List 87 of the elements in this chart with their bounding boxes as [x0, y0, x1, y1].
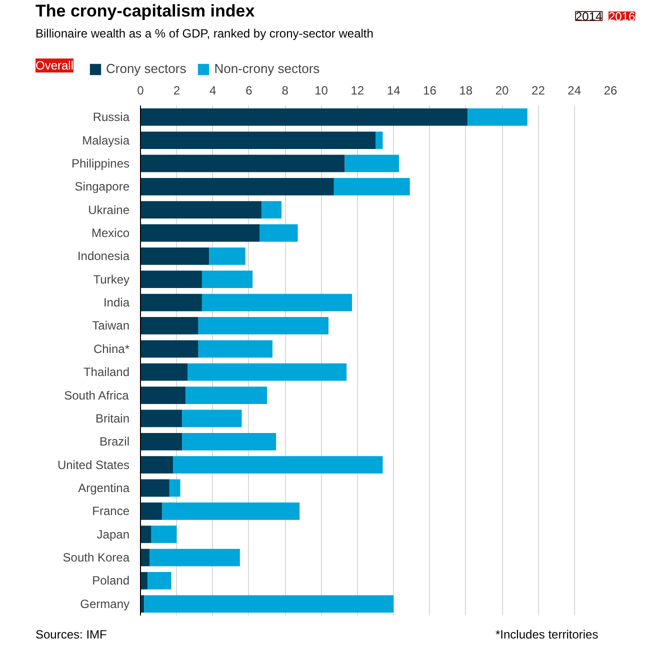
x-tick-label: 16 [423, 84, 437, 98]
x-tick-label: 18 [459, 84, 473, 98]
x-tick-label: 14 [386, 84, 401, 98]
bar [140, 386, 186, 404]
bar [140, 456, 174, 474]
bar [140, 572, 148, 590]
bar [209, 247, 246, 265]
text: *Includes territories [496, 628, 598, 642]
bar [140, 502, 162, 520]
x-tick-label: 6 [246, 84, 253, 98]
y-tick-label: India [103, 296, 130, 310]
bar [140, 178, 334, 196]
x-tick-label: 4 [209, 84, 216, 98]
y-tick-label: Britain [95, 411, 130, 426]
y-tick-label: United States [57, 458, 130, 472]
bar [144, 595, 394, 613]
x-tick-label: 24 [568, 84, 582, 98]
x-tick-label: 20 [495, 84, 510, 98]
bar [140, 108, 468, 126]
x-tick-label: 0 [137, 84, 144, 98]
bar [173, 456, 383, 474]
legend-label: Non-crony sectors [214, 61, 320, 76]
y-tick-label: Malaysia [82, 133, 130, 148]
bar [140, 224, 260, 242]
bar [140, 479, 170, 497]
y-tick-label: Indonesia [77, 249, 130, 264]
bar [140, 363, 188, 381]
y-tick-label: Mexico [91, 226, 130, 240]
y-tick-label: Singapore [74, 180, 130, 194]
y-tick-label: Argentina [78, 481, 130, 495]
y-tick-label: South Korea [62, 550, 130, 565]
bar [198, 340, 272, 358]
y-tick-label: South Africa [64, 388, 130, 402]
bar [182, 432, 276, 450]
y-tick-label: Philippines [71, 156, 130, 170]
x-tick-label: 8 [282, 84, 289, 98]
bar [344, 154, 399, 172]
bar [140, 526, 152, 544]
x-tick-label: 22 [532, 84, 546, 98]
y-tick-label: Ukraine [88, 202, 130, 217]
legend-label: Crony sectors [106, 61, 186, 76]
bar [140, 317, 198, 334]
bar [140, 432, 182, 450]
y-tick-label: Thailand [83, 365, 130, 380]
chart-title: The crony-capitalism index [36, 2, 256, 20]
bar [334, 178, 410, 196]
bar [468, 108, 528, 126]
bar [169, 479, 180, 497]
bar [262, 201, 282, 219]
bar [140, 132, 376, 149]
y-tick-label: Brazil [99, 434, 130, 449]
bar [140, 154, 345, 172]
bar [140, 340, 198, 358]
y-tick-label: Turkey [93, 272, 130, 286]
bar [140, 201, 262, 219]
bar [140, 548, 150, 566]
y-tick-label: Japan [96, 527, 130, 542]
x-tick-label: 2 [173, 84, 180, 98]
source-note: Sources: IMF [36, 628, 107, 642]
bar [140, 294, 202, 312]
bar [182, 410, 242, 428]
y-tick-label: China* [93, 342, 130, 356]
bar [260, 224, 298, 242]
chart-subtitle: Billionaire wealth as a % of GDP, ranked by crony-sector wealth [36, 26, 374, 40]
bar [198, 317, 328, 334]
bar [376, 132, 383, 149]
y-tick-label: Russia [92, 110, 130, 124]
bar [151, 526, 177, 544]
x-tick-label: 26 [604, 84, 618, 98]
bar [140, 410, 182, 428]
bar [202, 270, 253, 288]
x-tick-label: 10 [314, 84, 328, 98]
bar [148, 572, 172, 590]
y-tick-label: Germany [80, 596, 130, 611]
y-tick-label: France [92, 504, 130, 518]
y-tick-label: Poland [92, 574, 130, 588]
bar [150, 548, 240, 566]
bar [202, 294, 352, 312]
bar [186, 386, 268, 404]
text: Overall [36, 58, 74, 72]
text: 2016 [608, 10, 636, 24]
y-tick-label: Taiwan [92, 318, 130, 333]
x-tick-label: 12 [350, 84, 364, 98]
bar [188, 363, 347, 381]
bar [140, 270, 202, 288]
bar [162, 502, 300, 520]
bar [140, 247, 210, 265]
